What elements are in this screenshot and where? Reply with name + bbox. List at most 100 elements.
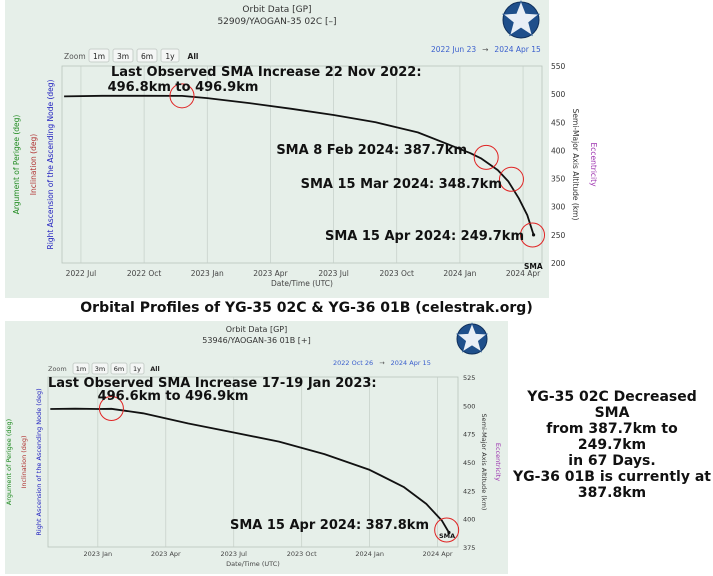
chart2-y-tick-label: 475 <box>463 431 475 439</box>
chart2-zoom-button-bg <box>129 362 145 375</box>
chart1-annotation-text: Last Observed SMA Increase 22 Nov 2022: <box>111 65 422 80</box>
chart1-x-tick-label: 2023 Apr <box>253 269 288 278</box>
side-note: YG-35 02C Decreased SMA from 387.7km to … <box>512 389 712 501</box>
chart2-annotation-text: 496.6km to 496.9km <box>98 389 249 404</box>
chart2-series-endpoint <box>447 530 451 535</box>
chart1-x-tick-label: 2024 Jan <box>443 269 476 278</box>
chart1-y-tick-label: 300 <box>551 203 566 212</box>
chart1-zoom-button-All[interactable]: All <box>183 49 203 62</box>
chart2-y-tick-label: 525 <box>463 374 475 382</box>
star-badge-star <box>455 322 489 353</box>
chart1-left-axis-label: Argument of Perigee (deg) <box>12 115 21 215</box>
chart1-annotation-text: SMA 15 Apr 2024: 249.7km <box>325 229 524 244</box>
chart1-zoom-button-bg <box>160 48 180 63</box>
chart1-annotation-circle <box>473 144 499 170</box>
chart1-zoom-button-6m[interactable]: 6m <box>136 48 158 63</box>
chart1-zoom-button-label: 1y <box>165 52 175 61</box>
chart-svg-yaogan-36-01b: Orbit Data [GP] 53946/YAOGAN-36 01B [+] Zo… <box>5 322 502 568</box>
chart2-x-axis-label: Date/Time (UTC) <box>226 560 280 568</box>
chart1-x-tick-label: 2023 Jul <box>318 269 349 278</box>
chart2-subtitle: 53946/YAOGAN-36 01B [+] <box>202 336 310 345</box>
chart1-zoom-button-bg <box>112 48 134 63</box>
chart2-series-label: SMA <box>439 532 455 540</box>
chart1-zoom-button-bg <box>183 49 203 62</box>
chart2-left-axis-label: Right Ascension of the Ascending Node (d… <box>35 388 43 535</box>
chart2-x-tick-label: 2023 Apr <box>151 550 181 558</box>
chart2-date-from[interactable]: 2022 Oct 26 <box>333 359 373 367</box>
chart2-y-axis-label: Semi-Major Axis Altitude (km) <box>480 414 488 511</box>
side-note-line: 387.8km <box>577 485 647 501</box>
chart1-title: Orbit Data [GP] <box>242 5 311 15</box>
chart1-annotation-text: SMA 15 Mar 2024: 348.7km <box>301 177 502 192</box>
chart1-zoom-button-label: 6m <box>141 52 153 61</box>
chart1-date-arrow: → <box>482 45 488 54</box>
chart1-zoom-button-label: 3m <box>117 52 129 61</box>
chart1-x-tick-label: 2022 Jul <box>66 269 97 278</box>
chart2-zoom-button-label: 1m <box>76 365 86 373</box>
chart2-zoom-button-bg <box>147 363 163 374</box>
chart2-series-sma <box>50 407 450 533</box>
chart2-date-range[interactable]: 2022 Oct 26 → 2024 Apr 15 <box>333 359 431 367</box>
chart1-annotation-circle <box>498 166 524 192</box>
chart2-zoom-button-label: 1y <box>133 365 141 373</box>
chart2-zoom-button-bg <box>91 362 109 375</box>
chart1-zoom-button-label: 1m <box>93 52 105 61</box>
chart1-zoom-button-3m[interactable]: 3m <box>112 48 134 63</box>
chart1-zoom-button-bg <box>136 48 158 63</box>
chart2-y-tick-label: 425 <box>463 487 475 495</box>
chart1-x-tick-label: 2022 Oct <box>127 269 161 278</box>
chart-panel-yaogan-35-02c: Orbit Data [GP] 52909/YAOGAN-35 02C [–] Zo… <box>5 0 598 298</box>
chart-panel-yaogan-36-01b: Orbit Data [GP] 53946/YAOGAN-36 01B [+] Zo… <box>5 321 508 574</box>
chart2-x-tick-label: 2023 Jul <box>221 550 248 558</box>
chart2-zoom-button-6m[interactable]: 6m <box>110 362 128 375</box>
chart1-x-tick-label: 2023 Oct <box>380 269 414 278</box>
chart1-annotation-text: 496.8km to 496.9km <box>108 80 259 95</box>
chart2-annotation-circle <box>434 517 460 543</box>
chart1-y-tick-label: 450 <box>551 118 566 127</box>
chart2-y-tick-label: 375 <box>463 544 475 552</box>
chart1-series-sma <box>64 94 535 236</box>
chart2-date-to[interactable]: 2024 Apr 15 <box>391 359 431 367</box>
chart2-left-axis-label: Inclination (deg) <box>20 435 28 488</box>
star-badge-icon <box>455 322 489 355</box>
chart2-left-axis-label: Argument of Perigee (deg) <box>5 419 13 505</box>
chart1-series-label: SMA <box>524 262 543 271</box>
side-note-line: YG-35 02C Decreased SMA <box>527 389 697 421</box>
chart1-zoom-button-label: All <box>188 52 199 61</box>
chart1-left-axis-label: Right Ascension of the Ascending Node (d… <box>46 79 55 249</box>
chart1-zoom-button-1y[interactable]: 1y <box>160 48 180 63</box>
chart1-subtitle: 52909/YAOGAN-35 02C [–] <box>217 17 336 27</box>
chart1-date-from[interactable]: 2022 Jun 23 <box>431 45 476 54</box>
chart2-annotation-text: Last Observed SMA Increase 17-19 Jan 202… <box>48 376 377 391</box>
chart1-y-tick-label: 200 <box>551 259 566 268</box>
star-badge-icon <box>501 0 541 39</box>
chart1-zoom-label: Zoom <box>64 52 86 61</box>
chart1-annotation-text: SMA 8 Feb 2024: 387.7km <box>276 143 467 158</box>
chart2-x-tick-label: 2024 Jan <box>355 550 384 558</box>
side-note-line: from 387.7km to 249.7km <box>546 421 678 453</box>
chart-svg-yaogan-35-02c: Orbit Data [GP] 52909/YAOGAN-35 02C [–] Zo… <box>12 0 598 288</box>
chart2-x-tick-label: 2023 Jan <box>84 550 113 558</box>
chart1-date-range[interactable]: 2022 Jun 23 → 2024 Apr 15 <box>431 45 541 54</box>
chart1-zoom-button-1m[interactable]: 1m <box>88 48 110 63</box>
chart2-y-tick-label: 400 <box>463 516 475 524</box>
chart2-date-arrow: → <box>379 359 385 367</box>
chart2-x-tick-label: 2023 Oct <box>287 550 317 558</box>
chart2-eccentricity-axis-label: Eccentricity <box>494 443 502 481</box>
chart2-zoom-button-3m[interactable]: 3m <box>91 362 109 375</box>
chart2-zoom-button-label: 3m <box>95 365 105 373</box>
chart1-x-tick-label: 2024 Apr <box>506 269 541 278</box>
chart1-left-axis-label: Inclination (deg) <box>29 134 38 195</box>
chart2-y-tick-label: 450 <box>463 459 475 467</box>
chart1-series-endpoint <box>531 233 536 237</box>
chart2-plot-frame <box>47 376 459 548</box>
chart1-y-tick-label: 400 <box>551 146 566 155</box>
chart2-zoom-button-1y[interactable]: 1y <box>129 362 145 375</box>
star-badge-star <box>501 0 541 37</box>
chart1-y-axis-label: Semi-Major Axis Altitude (km) <box>571 109 580 221</box>
chart1-date-to[interactable]: 2024 Apr 15 <box>494 45 541 54</box>
chart2-zoom-button-All[interactable]: All <box>147 363 163 374</box>
chart1-y-tick-label: 250 <box>551 231 566 240</box>
chart2-zoom-button-1m[interactable]: 1m <box>72 362 90 375</box>
chart2-zoom-button-bg <box>72 362 90 375</box>
